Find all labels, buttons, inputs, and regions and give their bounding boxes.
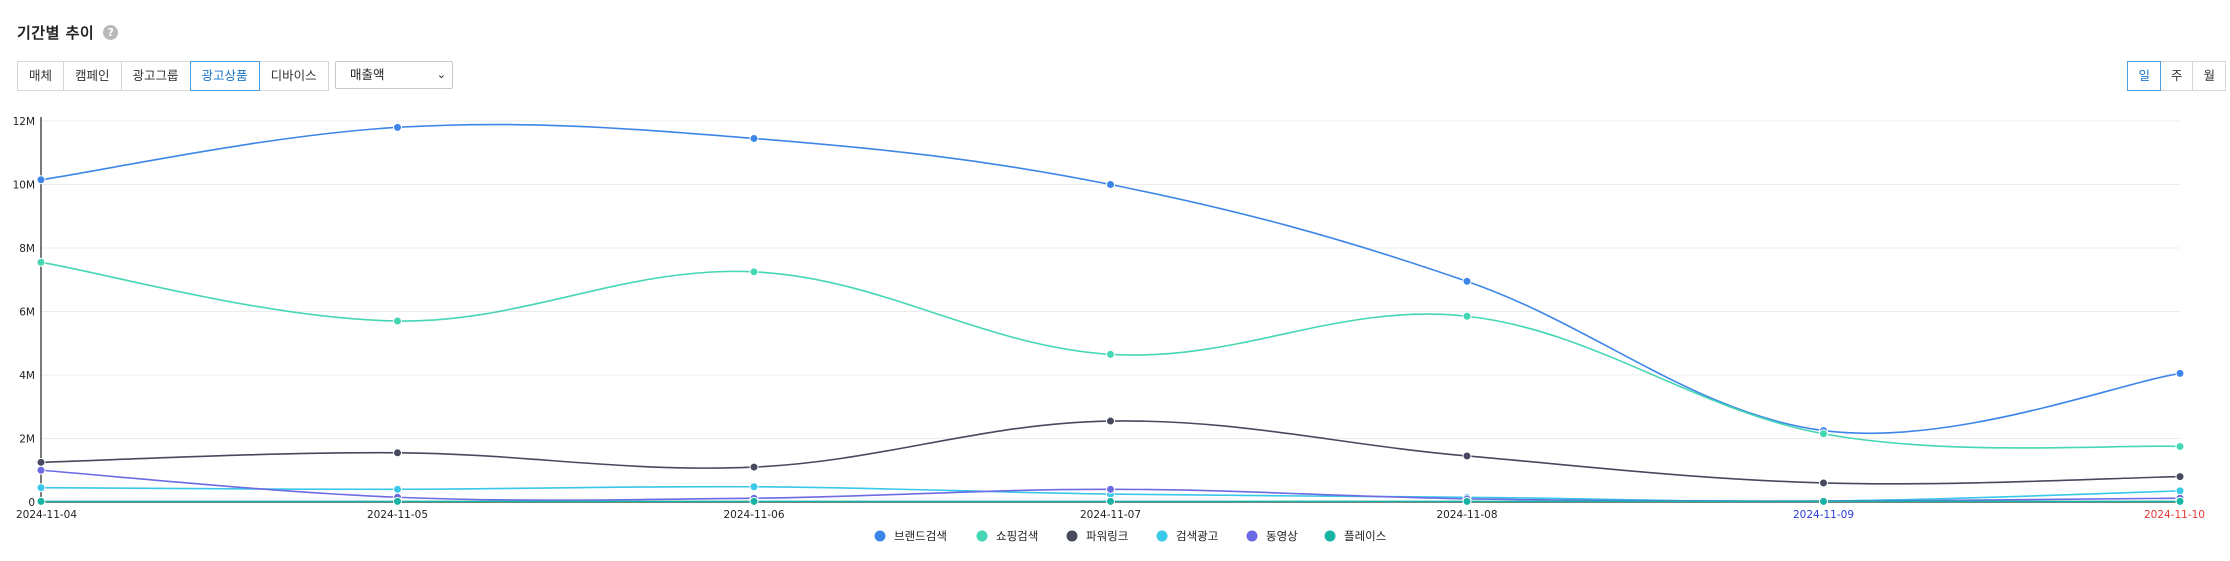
data-point[interactable] — [749, 482, 759, 492]
legend-item[interactable]: 브랜드검색 — [874, 529, 947, 543]
section-header: 기간별 추이 ? — [17, 22, 119, 43]
data-point[interactable] — [1106, 496, 1115, 506]
legend-label: 쇼핑검색 — [996, 529, 1038, 543]
legend-marker — [1246, 530, 1258, 542]
data-point[interactable] — [2175, 472, 2185, 482]
period-tab-2[interactable]: 월 — [2192, 61, 2226, 91]
group-tab-3[interactable]: 광고상품 — [189, 61, 260, 91]
legend-item[interactable]: 플레이스 — [1324, 529, 1387, 543]
legend: 브랜드검색 쇼핑검색 파워링크 검색광고 동영상 플레이스 — [874, 529, 1387, 543]
data-point[interactable] — [1106, 484, 1115, 494]
x-tick-label: 2024-11-09 — [1793, 509, 1854, 521]
legend-marker — [976, 530, 988, 542]
y-tick-label: 2M — [19, 434, 35, 446]
y-tick-label: 8M — [19, 243, 35, 255]
data-point[interactable] — [36, 496, 46, 506]
legend-label: 검색광고 — [1176, 529, 1218, 543]
series-line-2 — [40, 420, 2181, 485]
data-point[interactable] — [393, 316, 402, 326]
series-line-0 — [40, 123, 2181, 435]
x-tick-label: 2024-11-06 — [723, 509, 784, 521]
data-point[interactable] — [749, 462, 759, 472]
data-point[interactable] — [36, 257, 46, 267]
data-point[interactable] — [1462, 496, 1472, 506]
data-point[interactable] — [1819, 478, 1828, 488]
x-tick-label: 2024-11-07 — [1080, 509, 1141, 521]
data-point[interactable] — [1106, 416, 1115, 426]
y-tick-label: 6M — [19, 307, 35, 319]
period-tab-1[interactable]: 주 — [2159, 61, 2194, 91]
legend-label: 파워링크 — [1086, 529, 1128, 543]
legend-marker — [1324, 530, 1336, 542]
page-title: 기간별 추이 — [17, 24, 95, 42]
x-tick-label: 2024-11-04 — [16, 509, 77, 521]
data-point[interactable] — [1462, 276, 1472, 286]
data-point[interactable] — [749, 496, 759, 506]
legend-item[interactable]: 쇼핑검색 — [976, 529, 1039, 543]
grouping-tabs: 매체 캠페인 광고그룹 광고상품 디바이스 — [17, 61, 329, 91]
legend-item[interactable]: 검색광고 — [1156, 529, 1219, 543]
group-tab-1[interactable]: 캠페인 — [63, 61, 122, 91]
y-tick-label: 4M — [19, 370, 35, 382]
y-tick-label: 12M — [13, 116, 35, 128]
period-tab-0[interactable]: 일 — [2127, 61, 2161, 91]
legend-marker — [1066, 530, 1078, 542]
x-tick-label: 2024-11-05 — [367, 509, 428, 521]
legend-label: 동영상 — [1266, 529, 1298, 543]
data-point[interactable] — [1106, 180, 1115, 189]
data-point[interactable] — [1462, 311, 1472, 321]
metric-select[interactable]: 매출액 ⌄ — [335, 61, 453, 89]
data-point[interactable] — [393, 496, 402, 506]
data-point[interactable] — [36, 483, 46, 493]
group-tab-4[interactable]: 디바이스 — [258, 61, 329, 91]
chevron-down-icon: ⌄ — [436, 68, 446, 81]
data-point[interactable] — [2175, 441, 2185, 451]
x-tick-label: 2024-11-08 — [1436, 509, 1497, 521]
group-tab-2[interactable]: 광고그룹 — [120, 61, 191, 91]
data-point[interactable] — [393, 448, 402, 458]
data-point[interactable] — [1819, 496, 1828, 506]
question-icon[interactable]: ? — [103, 25, 119, 40]
data-point[interactable] — [1106, 349, 1115, 359]
data-point[interactable] — [36, 175, 46, 185]
legend-marker — [1156, 530, 1168, 542]
data-point[interactable] — [393, 484, 402, 494]
data-point[interactable] — [2175, 368, 2185, 378]
data-point[interactable] — [749, 133, 759, 143]
x-tick-label: 2024-11-10 — [2144, 509, 2205, 521]
y-tick-label: 0 — [28, 497, 35, 509]
data-point[interactable] — [36, 457, 46, 467]
legend-item[interactable]: 파워링크 — [1066, 529, 1129, 543]
data-point[interactable] — [393, 122, 402, 132]
metric-select-value: 매출액 — [350, 67, 385, 82]
legend-item[interactable]: 동영상 — [1246, 529, 1299, 543]
data-point[interactable] — [2175, 486, 2185, 496]
data-point[interactable] — [36, 465, 46, 475]
legend-label: 브랜드검색 — [894, 529, 947, 543]
legend-label: 플레이스 — [1344, 529, 1386, 543]
data-point[interactable] — [749, 267, 759, 277]
group-tab-0[interactable]: 매체 — [17, 61, 65, 91]
y-tick-label: 10M — [13, 180, 35, 192]
data-point[interactable] — [1462, 451, 1472, 461]
legend-marker — [874, 530, 886, 542]
data-point[interactable] — [1819, 429, 1828, 439]
data-point[interactable] — [2175, 496, 2185, 506]
